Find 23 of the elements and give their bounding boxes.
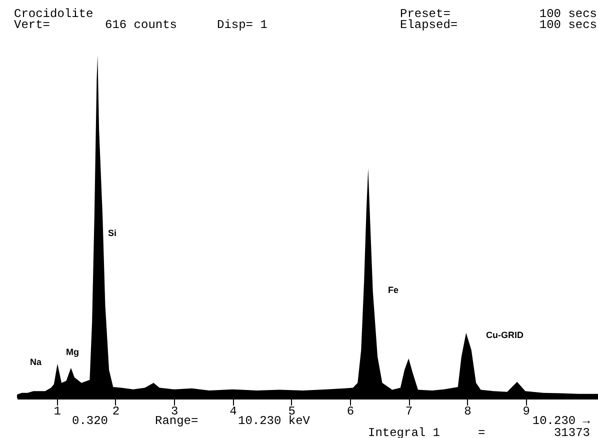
annotation: Si	[108, 228, 117, 238]
text: Elapsed=	[400, 18, 458, 32]
x-tick-label: 8	[464, 404, 472, 418]
x-tick-label: 1	[54, 404, 61, 418]
text: =	[478, 426, 486, 438]
x-tick-label: 2	[112, 404, 120, 418]
text: 31373	[554, 426, 590, 438]
text: 100 secs	[539, 7, 597, 21]
text: 10.230 →	[532, 414, 591, 428]
annotation: Cu-GRID	[486, 330, 524, 340]
text: 0.320	[72, 414, 108, 428]
x-tick-label: 4	[230, 404, 237, 418]
text: 616 counts	[105, 18, 178, 32]
x-tick-label: 7	[406, 404, 413, 418]
annotation: Na	[30, 357, 42, 367]
text: 100 secs	[539, 18, 597, 32]
annotation: Fe	[388, 285, 399, 295]
text: Vert=	[14, 18, 50, 32]
x-tick-label: 6	[346, 404, 354, 418]
text: Disp= 1	[217, 18, 268, 32]
annotation: Mg	[66, 347, 79, 357]
x-tick-label: 9	[522, 404, 530, 418]
chart-title: Crocidolite	[14, 7, 94, 21]
